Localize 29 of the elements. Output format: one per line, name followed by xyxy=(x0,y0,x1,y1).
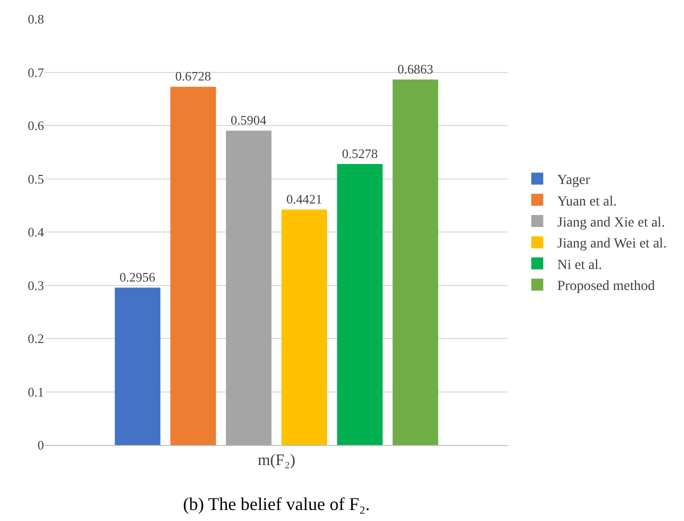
bar xyxy=(114,288,160,445)
y-tick-label: 0.2 xyxy=(28,331,44,346)
y-tick-label: 0.1 xyxy=(28,384,44,400)
y-tick-label: 0.5 xyxy=(28,171,44,186)
y-tick-label: 0.7 xyxy=(28,64,44,80)
legend-label: Yuan et al. xyxy=(557,194,617,210)
legend-label: Yager xyxy=(557,173,590,188)
y-tick-label: 0 xyxy=(38,438,44,453)
bar xyxy=(282,210,328,445)
data-label: 0.4421 xyxy=(286,192,322,207)
y-tick-label: 0.6 xyxy=(28,118,44,134)
y-tick-label: 0.8 xyxy=(28,12,44,27)
bar xyxy=(170,86,216,445)
data-label: 0.5904 xyxy=(230,112,267,128)
data-label: 0.6728 xyxy=(175,68,212,84)
legend-label: Proposed method xyxy=(557,279,655,294)
data-label: 0.6863 xyxy=(398,62,434,77)
legend-label: Jiang and Xie et al. xyxy=(557,215,665,230)
y-tick-label: 0.3 xyxy=(28,278,44,293)
legend-label: Ni et al. xyxy=(557,258,602,273)
text: (b) The belief value of F₂. xyxy=(183,494,370,514)
bar xyxy=(337,164,383,445)
bar xyxy=(226,130,272,445)
bar xyxy=(392,80,438,445)
data-label: 0.2956 xyxy=(119,270,156,285)
x-tick-label: m(F₂) xyxy=(258,452,296,470)
y-tick-label: 0.4 xyxy=(28,224,44,240)
legend-label: Jiang and Wei et al. xyxy=(557,236,667,252)
data-label: 0.5278 xyxy=(342,146,378,161)
